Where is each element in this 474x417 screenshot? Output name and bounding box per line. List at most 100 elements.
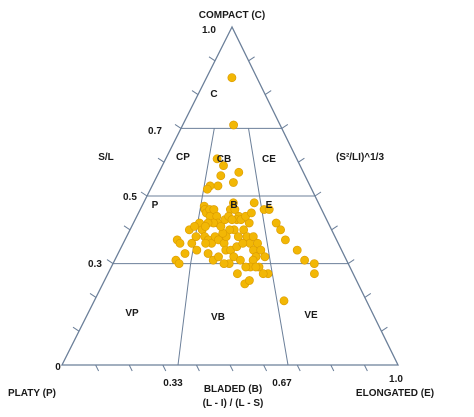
left-tick-0-5: 0.5: [123, 192, 137, 203]
data-point-68: [244, 218, 254, 228]
data-point-10: [249, 198, 259, 208]
apex-label-compact: COMPACT (C): [199, 10, 265, 21]
bottom-side-tick-7: [296, 364, 301, 372]
left-axis-label: S/L: [98, 152, 114, 163]
data-point-51: [241, 262, 251, 272]
data-points: [171, 73, 319, 306]
left-tick-1-0: 1.0: [202, 25, 216, 36]
bottom-tick-0-67: 0.67: [272, 378, 292, 389]
divider-up-1: [248, 128, 261, 197]
data-point-54: [238, 238, 248, 248]
data-point-5: [234, 167, 244, 177]
data-point-6: [213, 181, 223, 191]
left-side-tick-4: [123, 225, 131, 231]
left-side-tick-8: [191, 90, 199, 96]
data-point-98: [251, 262, 261, 272]
data-point-2: [212, 154, 222, 164]
bottom-side-tick-2: [128, 364, 133, 372]
data-point-60: [216, 221, 226, 231]
divider-low-1: [270, 263, 289, 366]
bottom-axis-label: BLADED (B): [204, 384, 262, 395]
data-point-75: [201, 238, 210, 248]
tick-marks: [72, 56, 388, 372]
data-point-83: [175, 238, 185, 248]
bottom-tick-0: 0: [55, 362, 61, 373]
region-label-ce: CE: [262, 154, 276, 165]
data-point-0: [227, 73, 237, 83]
bottom-side-tick-1: [95, 364, 100, 372]
right-side-tick-4: [331, 225, 338, 231]
data-point-26: [190, 221, 199, 231]
left-side-tick-3: [106, 259, 114, 265]
data-point-3: [219, 161, 228, 170]
data-point-92: [309, 269, 319, 279]
data-point-63: [227, 215, 237, 225]
left-side-tick-7: [174, 123, 182, 129]
divider-low-0: [177, 263, 192, 366]
data-point-80: [191, 232, 201, 241]
right-axis-label: (S²/LI)^1/3: [336, 152, 385, 163]
region-label-vp: VP: [125, 308, 139, 319]
data-point-4: [216, 171, 226, 181]
region-label-c: C: [210, 89, 217, 100]
data-point-67: [260, 252, 270, 262]
left-tick-0-3: 0.3: [88, 259, 102, 270]
data-point-89: [276, 225, 285, 235]
data-point-86: [180, 249, 190, 258]
data-point-52: [235, 255, 245, 265]
region-label-ve: VE: [304, 310, 318, 321]
bottom-side-tick-9: [363, 364, 368, 372]
data-point-95: [279, 296, 289, 306]
region-label-e: E: [266, 200, 273, 211]
data-point-74: [244, 276, 254, 285]
bottom-side-tick-6: [263, 364, 268, 372]
data-point-40: [230, 205, 240, 214]
data-point-93: [309, 259, 319, 268]
data-point-66: [256, 245, 266, 255]
bottom-side-tick-5: [229, 364, 234, 372]
apex-label-platy: PLATY (P): [8, 388, 56, 399]
bottom-tick-1-0: 1.0: [389, 374, 403, 385]
region-label-vb: VB: [211, 312, 225, 323]
labels: COMPACT (C) PLATY (P) ELONGATED (E) BLAD…: [8, 10, 434, 409]
right-side-tick-6: [298, 157, 305, 163]
right-side-tick-8: [264, 90, 272, 96]
data-point-91: [292, 245, 302, 255]
right-side-tick-9: [248, 56, 255, 62]
bottom-axis-sublabel: (L - I) / (L - S): [203, 398, 264, 409]
left-side-tick-5: [140, 191, 148, 197]
data-point-9: [228, 178, 238, 187]
bottom-tick-0-33: 0.33: [163, 378, 183, 389]
left-tick-0-7: 0.7: [148, 126, 162, 137]
right-side-tick-3: [347, 259, 355, 265]
data-point-76: [203, 249, 213, 258]
data-point-24: [187, 238, 197, 248]
region-label-cp: CP: [176, 152, 190, 163]
left-side-tick-9: [208, 56, 216, 62]
left-side-tick-2: [89, 292, 97, 298]
left-side-tick-6: [157, 157, 165, 163]
data-point-85: [174, 259, 184, 268]
data-point-55: [233, 232, 243, 241]
data-point-72: [232, 269, 242, 279]
data-point-8: [202, 184, 212, 194]
data-point-79: [192, 245, 202, 255]
data-point-1: [229, 120, 238, 130]
data-point-90: [280, 235, 290, 245]
region-label-cb: CB: [217, 154, 231, 165]
bottom-side-tick-4: [195, 364, 200, 372]
right-side-tick-2: [364, 292, 372, 298]
data-point-70: [246, 208, 256, 218]
data-point-94: [300, 255, 309, 265]
data-point-97: [258, 269, 268, 279]
right-side-tick-7: [281, 123, 289, 129]
data-point-87: [264, 205, 274, 214]
region-label-p: P: [152, 200, 159, 211]
bottom-side-tick-3: [162, 364, 167, 372]
data-point-37: [219, 259, 229, 268]
data-point-88: [271, 218, 281, 228]
divider-up-0: [201, 128, 215, 197]
apex-label-elongated: ELONGATED (E): [356, 388, 434, 399]
